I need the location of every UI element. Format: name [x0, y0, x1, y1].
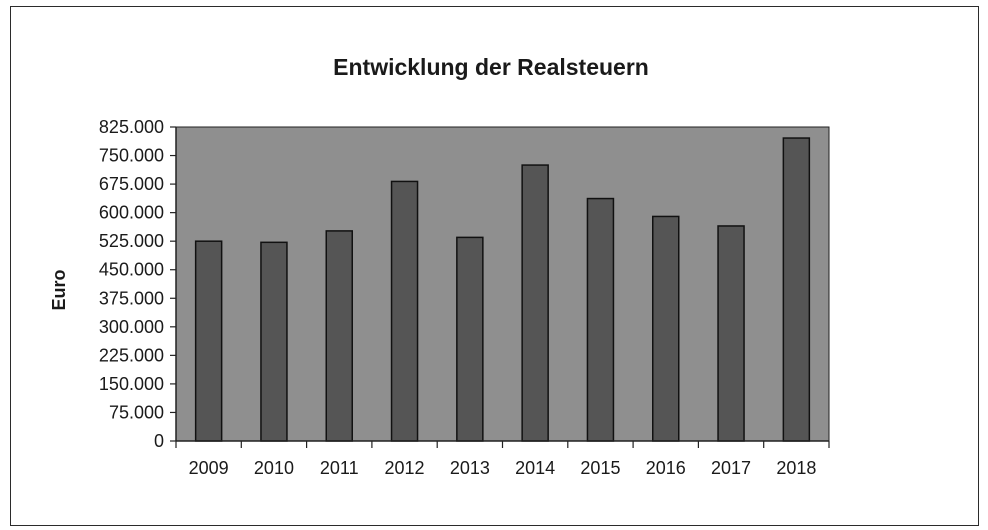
x-tick-label: 2012 — [385, 458, 425, 478]
bar — [586, 197, 615, 442]
bar — [521, 164, 549, 442]
bar — [325, 230, 353, 442]
y-tick-label: 750.000 — [99, 146, 164, 166]
bar — [194, 240, 223, 442]
x-tick-label: 2017 — [711, 458, 751, 478]
y-tick-label: 675.000 — [99, 174, 164, 194]
bar — [390, 180, 419, 442]
bar — [782, 137, 811, 442]
y-tick-label: 75.000 — [109, 402, 164, 422]
plot-area: 0 75.000 150.000 225.000 300.000 375.000 450.0… — [99, 117, 830, 478]
bar — [260, 241, 288, 442]
x-tick-label: 2013 — [450, 458, 490, 478]
x-tick-label: 2011 — [320, 458, 359, 478]
y-tick-label: 600.000 — [99, 203, 164, 223]
x-tick-label: 2018 — [776, 458, 816, 478]
y-tick-label: 825.000 — [99, 117, 164, 137]
y-tick-label: 525.000 — [99, 231, 164, 251]
x-tick-label: 2010 — [254, 458, 294, 478]
chart-title: Entwicklung der Realsteuern — [333, 54, 649, 80]
y-tick-label: 0 — [154, 431, 164, 451]
x-tick-label: 2009 — [189, 458, 229, 478]
y-tick-label: 300.000 — [99, 317, 164, 337]
x-tick-label: 2015 — [580, 458, 620, 478]
bar — [456, 236, 484, 442]
bar — [717, 225, 745, 442]
x-tick-label: 2014 — [515, 458, 555, 478]
bar — [652, 215, 680, 442]
y-tick-label: 150.000 — [99, 374, 164, 394]
y-axis-label: Euro — [49, 269, 69, 310]
y-tick-label: 225.000 — [99, 345, 164, 365]
y-tick-label: 375.000 — [99, 288, 164, 308]
x-tick-label: 2016 — [646, 458, 686, 478]
y-tick-label: 450.000 — [99, 260, 164, 280]
